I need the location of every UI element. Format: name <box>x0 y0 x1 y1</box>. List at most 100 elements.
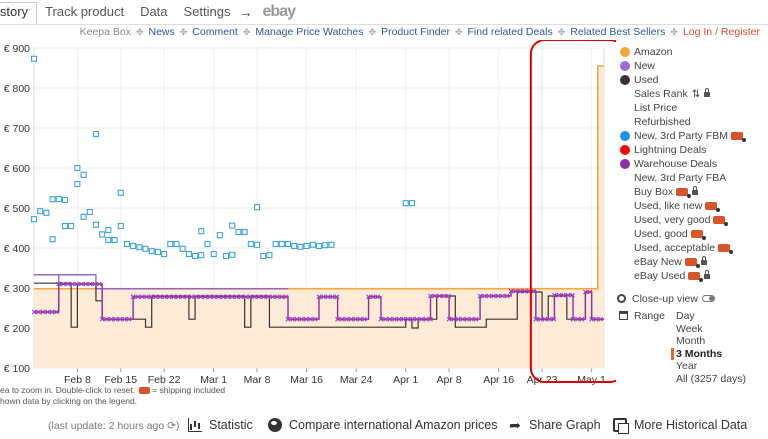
fbm-point[interactable] <box>179 245 186 252</box>
fbm-point[interactable] <box>154 248 161 256</box>
tab-track-product[interactable]: Track product <box>45 4 125 19</box>
fbm-point[interactable] <box>241 228 248 236</box>
range-option[interactable]: 3 Months <box>671 347 746 360</box>
close-up-view-toggle[interactable]: Close-up view <box>617 293 715 305</box>
fbm-point[interactable] <box>136 244 143 251</box>
ebay-logo[interactable]: ebay <box>262 3 296 20</box>
range-option[interactable]: Year <box>676 360 698 372</box>
legend-item[interactable]: Buy Box <box>617 185 767 199</box>
fbm-point[interactable] <box>55 196 62 203</box>
fbm-point[interactable] <box>328 241 335 248</box>
fbm-point[interactable] <box>303 242 310 250</box>
fbm-point[interactable] <box>291 242 298 250</box>
fbm-point[interactable] <box>92 130 100 138</box>
sort-icon[interactable]: ⇅ <box>691 89 701 100</box>
warehouse-line[interactable] <box>34 283 604 320</box>
legend-item[interactable]: Used, acceptable <box>617 241 767 255</box>
fbm-point[interactable] <box>43 209 50 216</box>
legend-item[interactable]: Used <box>617 73 767 87</box>
fbm-point[interactable] <box>161 250 168 258</box>
fbm-point[interactable] <box>61 196 69 204</box>
range-option[interactable]: Week <box>676 322 703 335</box>
legend-item[interactable]: List Price <box>617 101 767 115</box>
fbm-point[interactable] <box>253 204 261 211</box>
fbm-point[interactable] <box>229 222 236 229</box>
share-graph-button[interactable]: ➦ Share Graph <box>508 418 600 432</box>
legend-item[interactable]: Lightning Deals <box>617 143 767 157</box>
fbm-point[interactable] <box>198 228 205 235</box>
fbm-point[interactable] <box>117 189 124 196</box>
fbm-point[interactable] <box>223 252 230 260</box>
fbm-point[interactable] <box>192 252 199 260</box>
product-finder-link[interactable]: Product Finder <box>381 26 450 38</box>
fbm-point[interactable] <box>253 241 261 248</box>
keepa-box-link[interactable]: Keepa Box <box>79 26 131 38</box>
statistic-button[interactable]: Statistic <box>188 418 253 432</box>
fbm-point[interactable] <box>111 236 118 244</box>
fbm-point[interactable] <box>92 221 100 228</box>
legend-item[interactable]: New, 3rd Party FBM <box>617 129 767 143</box>
fbm-point[interactable] <box>309 241 316 248</box>
fbm-point[interactable] <box>105 236 112 244</box>
fbm-point[interactable] <box>315 242 323 250</box>
legend-item[interactable]: Used, very good <box>617 213 767 227</box>
fbm-point[interactable] <box>266 252 273 259</box>
login-register-link[interactable]: Log In / Register <box>682 26 760 38</box>
fbm-point[interactable] <box>74 164 81 172</box>
more-historical-data-button[interactable]: More Historical Data <box>613 418 747 434</box>
range-option[interactable]: Month <box>676 335 706 347</box>
legend-item[interactable]: eBay New <box>617 255 767 269</box>
tab-settings[interactable]: Settings <box>183 4 231 19</box>
fbm-point[interactable] <box>198 252 205 259</box>
legend-item[interactable]: Used, like new <box>617 199 767 213</box>
fbm-point[interactable] <box>167 240 174 248</box>
price-history-chart[interactable]: € 100 € 200 € 300 € 400 € 500 € 600 € 700 € 800… <box>0 40 616 385</box>
legend-item[interactable]: Sales Rank ⇅ <box>617 87 767 101</box>
toggle-switch-icon[interactable] <box>701 295 715 302</box>
plot-area[interactable] <box>30 40 617 383</box>
fbm-point[interactable] <box>210 250 217 258</box>
fbm-point[interactable] <box>278 240 285 248</box>
fbm-point[interactable] <box>30 55 38 62</box>
find-related-deals-link[interactable]: Find related Deals <box>467 26 553 38</box>
fbm-point[interactable] <box>272 240 279 248</box>
fbm-point[interactable] <box>148 248 155 255</box>
fbm-point[interactable] <box>49 236 56 243</box>
legend-item[interactable]: New, 3rd Party FBA <box>617 171 767 185</box>
fbm-point[interactable] <box>408 200 415 207</box>
comment-link[interactable]: Comment <box>192 26 238 38</box>
range-option[interactable]: Day <box>676 310 695 322</box>
legend-item[interactable]: Warehouse Deals <box>617 157 767 171</box>
fbm-point[interactable] <box>37 208 44 215</box>
legend-item[interactable]: New <box>617 59 767 73</box>
legend-item[interactable]: Refurbished <box>617 115 767 129</box>
legend-item[interactable]: eBay Used <box>617 269 767 283</box>
fbm-point[interactable] <box>68 222 75 230</box>
fbm-point[interactable] <box>173 240 180 248</box>
legend-item[interactable]: Used, good <box>617 227 767 241</box>
fbm-point[interactable] <box>61 222 69 230</box>
fbm-point[interactable] <box>229 251 236 258</box>
legend-item[interactable]: Amazon <box>617 45 767 59</box>
fbm-point[interactable] <box>86 208 93 216</box>
fbm-point[interactable] <box>105 226 112 234</box>
related-best-sellers-link[interactable]: Related Best Sellers <box>570 26 666 38</box>
fbm-point[interactable] <box>402 200 409 207</box>
fbm-point[interactable] <box>185 250 192 258</box>
fbm-point[interactable] <box>49 196 56 203</box>
compare-prices-button[interactable]: Compare international Amazon prices <box>268 418 497 432</box>
fbm-point[interactable] <box>142 245 149 252</box>
refresh-icon[interactable]: ⟳ <box>167 420 176 432</box>
fbm-point[interactable] <box>322 242 329 249</box>
fbm-point[interactable] <box>123 240 130 248</box>
fbm-point[interactable] <box>74 180 81 188</box>
fbm-point[interactable] <box>297 243 304 250</box>
fbm-point[interactable] <box>117 222 124 230</box>
fbm-point[interactable] <box>204 240 211 248</box>
fbm-point[interactable] <box>30 216 38 223</box>
fbm-point[interactable] <box>235 228 242 236</box>
fbm-point[interactable] <box>216 232 223 239</box>
fbm-point[interactable] <box>130 242 137 250</box>
tab-price-history[interactable]: istory <box>0 2 38 24</box>
fbm-point[interactable] <box>284 240 292 248</box>
